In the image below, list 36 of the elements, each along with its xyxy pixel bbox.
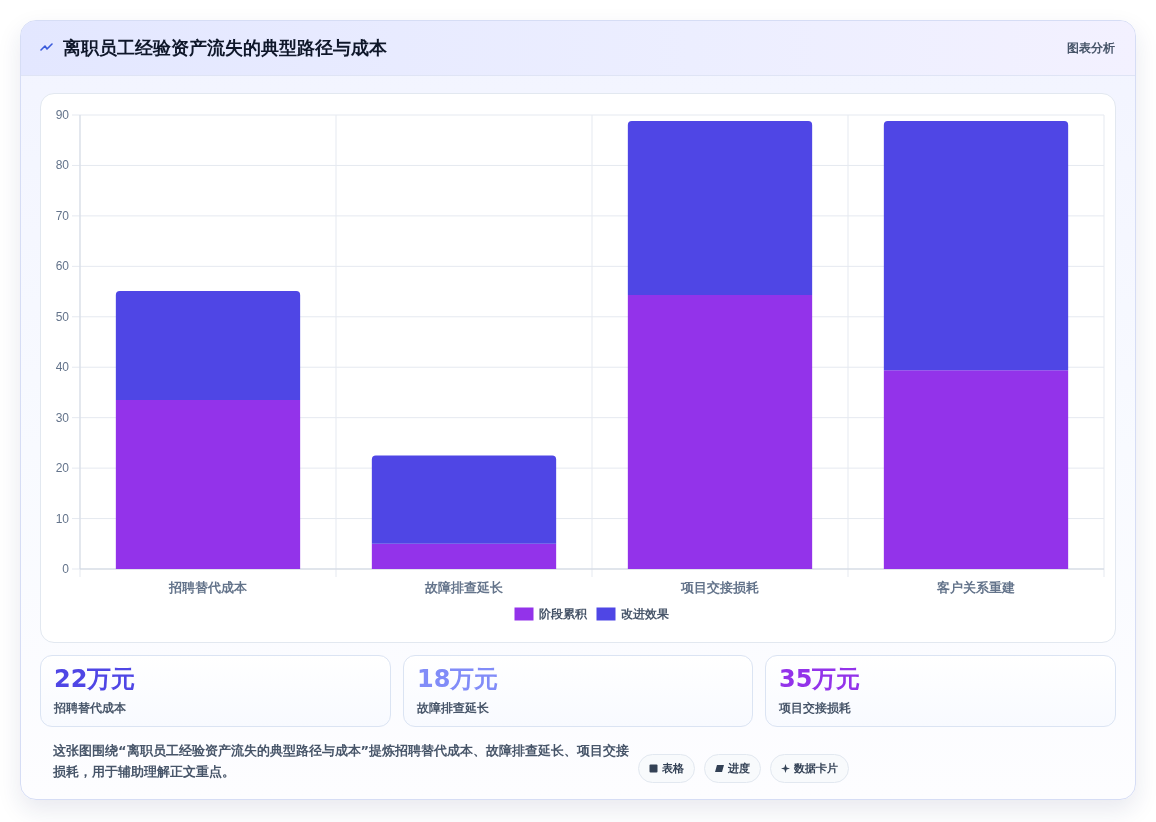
text: 22万元: [54, 664, 136, 694]
y-tick-label: 80: [55, 158, 70, 173]
bar: [371, 455, 557, 544]
chart-title: 离职员工经验资产流失的典型路径与成本: [63, 37, 387, 59]
x-tick-label: 客户关系重建: [936, 579, 1015, 595]
text: 进度: [728, 761, 750, 776]
y-tick-label: 20: [55, 461, 70, 476]
text: 故障排查延长: [417, 700, 489, 716]
y-tick-label: 30: [55, 410, 70, 425]
text: 数据卡片: [794, 761, 838, 776]
text: 图表分析: [1067, 40, 1115, 56]
text: 表格: [662, 761, 684, 776]
bar: [115, 400, 301, 569]
y-tick-label: 70: [55, 208, 70, 223]
y-tick-label: 40: [55, 360, 70, 375]
legend-label: 阶段累积: [539, 607, 588, 621]
x-tick-label: 项目交接损耗: [680, 579, 759, 595]
y-tick-label: 50: [55, 309, 70, 324]
y-tick-label: 60: [55, 259, 70, 274]
text: 项目交接损耗: [779, 700, 851, 716]
text: 35万元: [779, 664, 861, 694]
legend-label: 改进效果: [621, 607, 670, 621]
y-tick-label: 10: [55, 511, 70, 526]
bar: [627, 121, 813, 296]
x-tick-label: 故障排查延长: [424, 579, 504, 595]
bar: [371, 543, 557, 569]
bar: [883, 370, 1069, 569]
text: 这张图围绕“离职员工经验资产流失的典型路径与成本”提炼招聘替代成本、故障排查延长、项目交接损耗，用于辅助理解正文重点。: [53, 742, 631, 781]
y-tick-label: 90: [55, 108, 70, 122]
bar: [115, 291, 301, 401]
bar: [883, 121, 1069, 371]
text: 招聘替代成本: [54, 700, 126, 716]
y-tick-label: 0: [62, 562, 70, 576]
bar: [627, 295, 813, 569]
text: 18万元: [417, 664, 499, 694]
x-tick-label: 招聘替代成本: [168, 579, 248, 595]
